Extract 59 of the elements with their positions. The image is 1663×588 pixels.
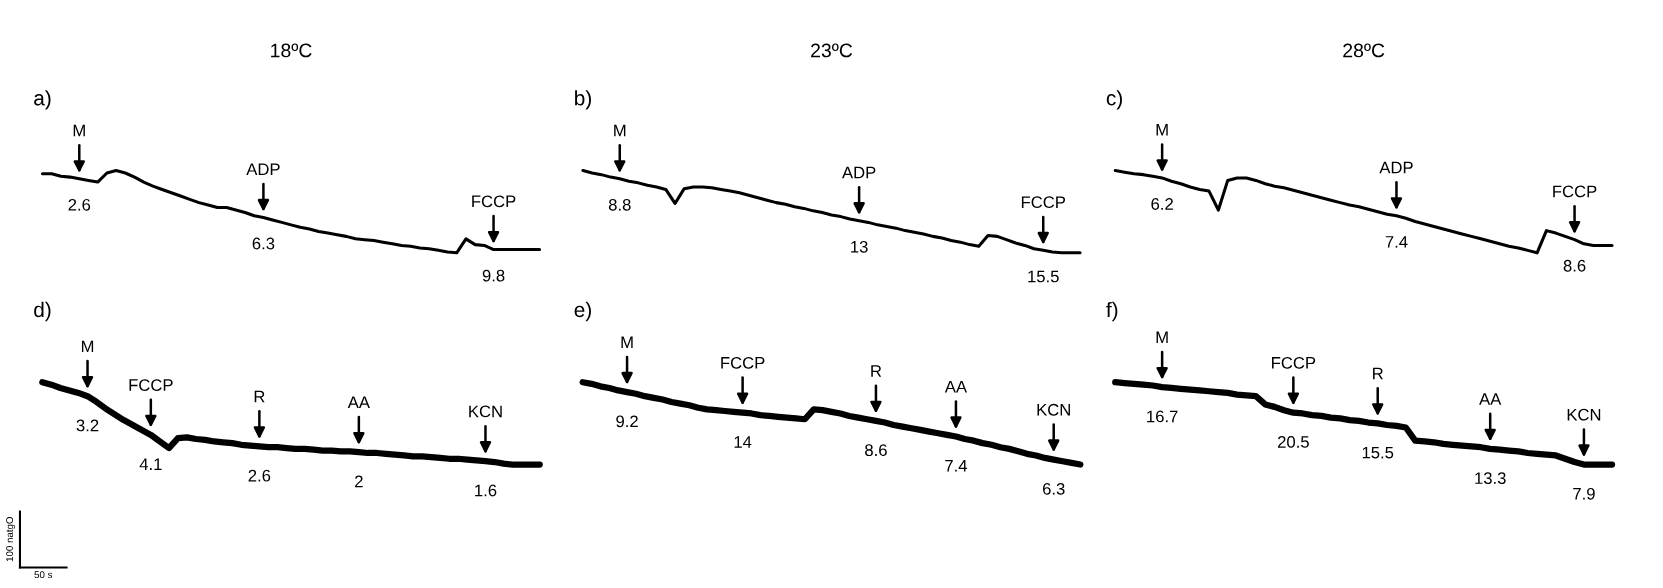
annotation: 14 bbox=[734, 436, 752, 448]
annotation: FCCP bbox=[1021, 196, 1066, 209]
annotation: 2.6 bbox=[68, 198, 91, 211]
annotation: FCCP bbox=[472, 195, 516, 208]
chart-subtitle: c) bbox=[1106, 90, 1122, 110]
annotation: M bbox=[81, 340, 94, 353]
annotation: M bbox=[1156, 123, 1168, 136]
annotation: 13 bbox=[851, 240, 868, 253]
annotation: 9.2 bbox=[616, 415, 638, 428]
annotation: AA bbox=[347, 396, 370, 409]
annotation: 15.5 bbox=[1362, 446, 1394, 459]
annotation: 7.9 bbox=[1573, 487, 1595, 500]
chart-title: 18ºC bbox=[271, 43, 312, 58]
annotation: 7.4 bbox=[1385, 236, 1408, 248]
annotation: 9.8 bbox=[482, 269, 505, 282]
annotation: 1.6 bbox=[475, 484, 497, 497]
chart-subtitle: b) bbox=[575, 90, 591, 110]
annotation: 20.5 bbox=[1277, 436, 1309, 448]
chart-subtitle: f) bbox=[1106, 301, 1118, 322]
annotation: AA bbox=[1479, 393, 1502, 405]
annotation: 6.3 bbox=[252, 237, 275, 250]
text: 50 s bbox=[34, 571, 53, 579]
annotation: M bbox=[73, 124, 85, 137]
annotation: 15.5 bbox=[1028, 270, 1059, 283]
annotation: KCN bbox=[1037, 403, 1070, 416]
annotation: KCN bbox=[469, 405, 502, 418]
annotation: R bbox=[1373, 367, 1383, 380]
annotation: KCN bbox=[1567, 408, 1601, 421]
text: 100 natgO bbox=[6, 516, 15, 562]
annotation: 8.6 bbox=[1563, 259, 1586, 272]
chart-subtitle: a) bbox=[34, 90, 51, 110]
annotation: 2.6 bbox=[248, 469, 271, 482]
annotation: 8.8 bbox=[608, 198, 631, 211]
annotation: 6.3 bbox=[1042, 482, 1065, 495]
annotation: ADP bbox=[1379, 161, 1413, 174]
annotation: 16.7 bbox=[1147, 410, 1178, 423]
annotation: 2 bbox=[355, 475, 363, 488]
annotation: FCCP bbox=[721, 356, 765, 369]
annotation: FCCP bbox=[1553, 185, 1597, 198]
annotation: 6.2 bbox=[1151, 198, 1173, 210]
annotation: 8.6 bbox=[865, 444, 887, 457]
annotation: M bbox=[1156, 331, 1168, 344]
annotation: M bbox=[621, 336, 633, 348]
annotation: ADP bbox=[246, 163, 280, 175]
chart-subtitle: e) bbox=[574, 301, 591, 322]
annotation: FCCP bbox=[1272, 356, 1316, 369]
annotation: FCCP bbox=[129, 379, 173, 391]
annotation: M bbox=[614, 124, 626, 137]
annotation: 7.4 bbox=[945, 460, 968, 472]
annotation: 4.1 bbox=[139, 458, 162, 470]
annotation: R bbox=[871, 365, 882, 377]
annotation: AA bbox=[944, 380, 968, 393]
chart-title: 23ºC bbox=[811, 43, 853, 58]
annotation: 13.3 bbox=[1475, 472, 1506, 485]
chart-subtitle: d) bbox=[34, 301, 51, 322]
chart-title: 28ºC bbox=[1343, 43, 1385, 58]
annotation: 3.2 bbox=[76, 419, 99, 432]
annotation: R bbox=[254, 390, 265, 403]
annotation: ADP bbox=[842, 166, 876, 179]
